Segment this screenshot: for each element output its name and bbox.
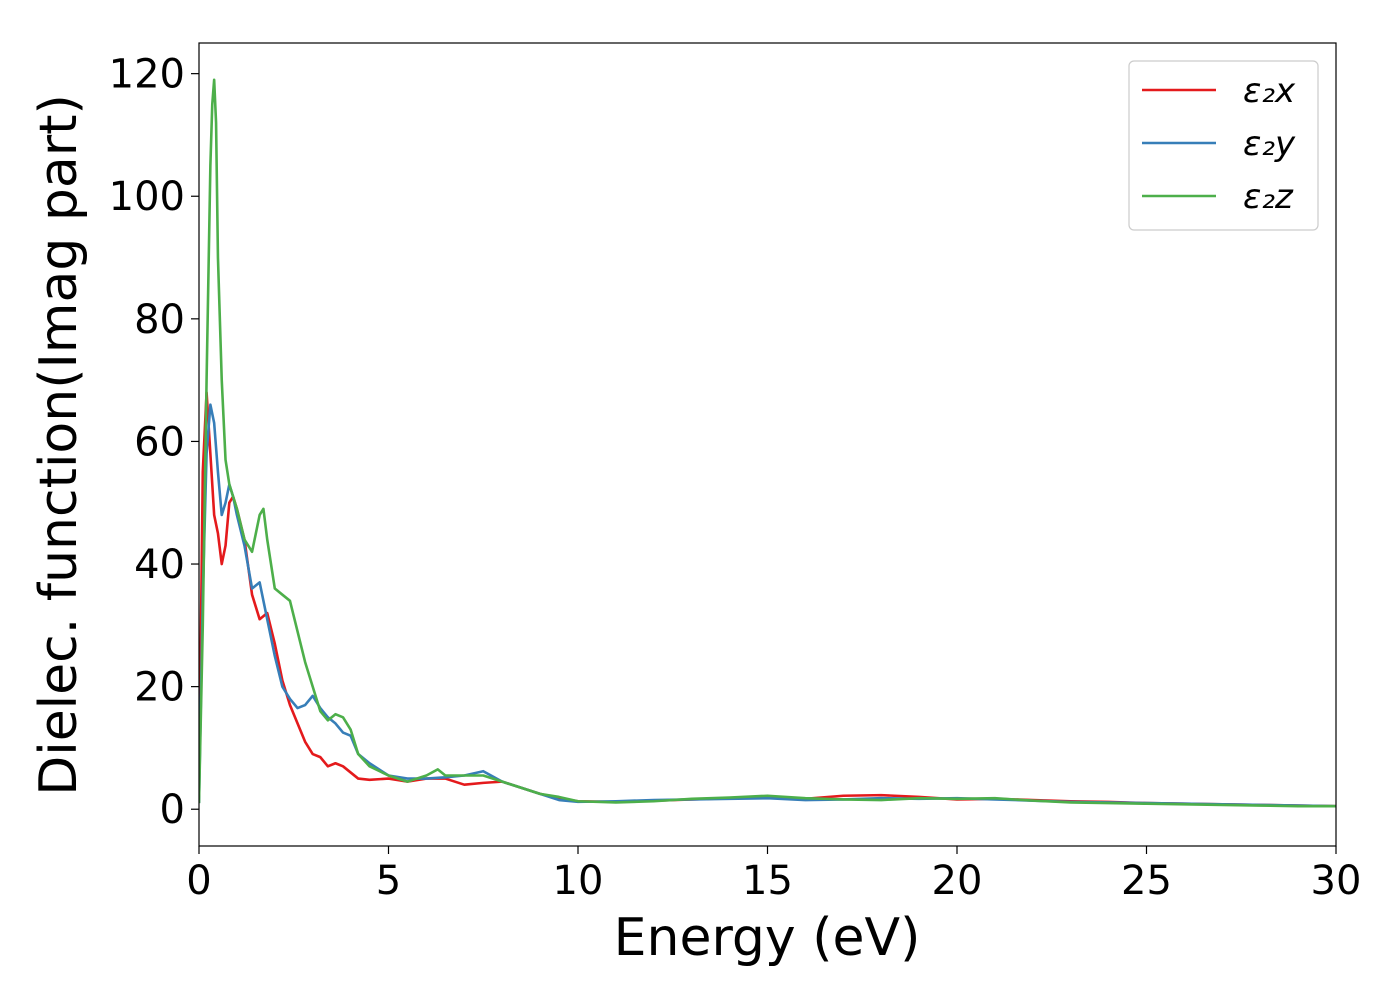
legend-frame (1128, 60, 1319, 231)
x-tick-label: 20 (932, 858, 983, 904)
series-line-3 (199, 78, 1336, 808)
legend-label-2: ε₂y (1243, 124, 1296, 164)
series-layer (199, 78, 1336, 808)
x-axis: 0 5 10 15 20 25 30 (186, 846, 1361, 904)
y-tick-label: 40 (134, 542, 185, 588)
y-tick-label: 20 (134, 665, 185, 711)
x-tick-label: 10 (553, 858, 604, 904)
y-tick-label: 0 (160, 787, 185, 833)
legend: ε₂x ε₂y ε₂z (1128, 60, 1319, 231)
x-axis-title: Energy (eV) (614, 908, 921, 968)
x-tick-label: 15 (742, 858, 793, 904)
x-tick-label: 30 (1311, 858, 1362, 904)
y-tick-label: 100 (109, 174, 185, 220)
y-tick-label: 60 (134, 419, 185, 465)
x-tick-label: 0 (186, 858, 211, 904)
x-tick-label: 5 (376, 858, 401, 904)
y-tick-label: 80 (134, 297, 185, 343)
legend-label-1: ε₂x (1243, 71, 1296, 111)
y-axis-title: Dielec. function(Imag part) (29, 94, 89, 796)
x-tick-label: 25 (1121, 858, 1172, 904)
y-axis: 0 20 40 60 80 100 120 (109, 52, 199, 833)
legend-label-3: ε₂z (1243, 177, 1294, 217)
y-tick-label: 120 (109, 52, 185, 98)
